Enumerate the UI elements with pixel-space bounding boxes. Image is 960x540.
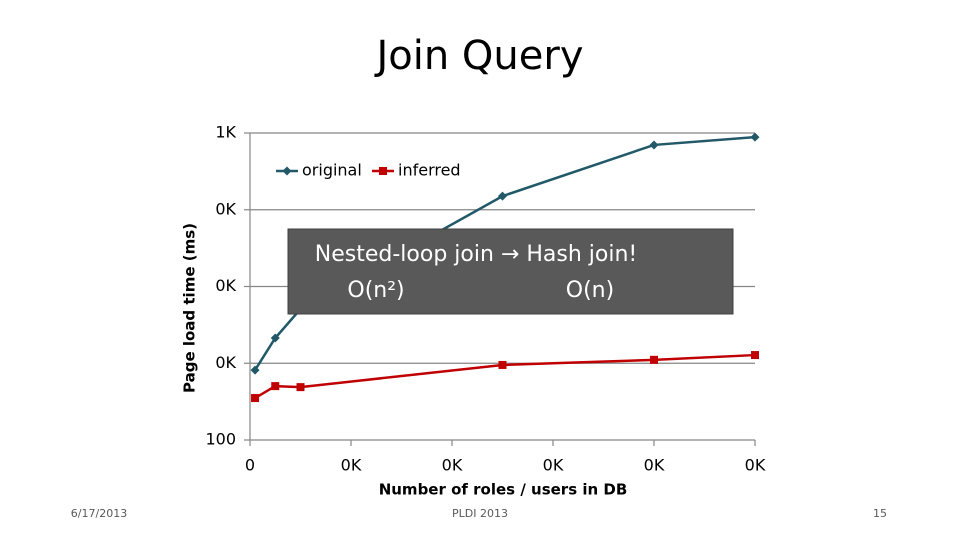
- data-point: [649, 140, 659, 150]
- y-axis-label: Page load time (ms): [181, 223, 199, 393]
- slide-title: Join Query: [373, 33, 583, 79]
- x-tick-label: 0K: [644, 456, 665, 475]
- data-point: [751, 351, 759, 360]
- data-point: [296, 383, 305, 392]
- data-point: [250, 365, 260, 375]
- annotation: Nested-loop join → Hash join! O(n²) O(n): [287, 228, 734, 315]
- data-point: [270, 333, 280, 343]
- y-tick-label: 100: [205, 430, 236, 449]
- x-axis-label: Number of roles / users in DB: [379, 481, 628, 499]
- y-tick-label: 1K: [215, 123, 236, 142]
- data-point: [251, 394, 260, 403]
- legend-marker: [379, 167, 387, 175]
- y-tick-label: 0K: [215, 199, 236, 218]
- x-tick-label: 0K: [745, 456, 766, 475]
- slide-footer: PLDI 2013: [452, 507, 508, 520]
- x-tick-label: 0K: [442, 456, 463, 475]
- x-tick-label: 0K: [341, 456, 362, 475]
- slide-number: 15: [873, 507, 887, 520]
- data-point: [750, 132, 760, 142]
- series: inferred: [251, 161, 759, 403]
- annotation-box: [287, 228, 734, 315]
- legend-label: inferred: [398, 161, 461, 180]
- data-point: [650, 355, 658, 364]
- annotation-text: Nested-loop join → Hash join!: [315, 242, 637, 267]
- annotation-text: O(n): [566, 278, 614, 303]
- legend-marker: [282, 166, 292, 176]
- data-point: [498, 191, 507, 201]
- x-tick-label: 0: [245, 456, 255, 475]
- slide-date: 6/17/2013: [71, 507, 127, 520]
- data-point: [498, 360, 507, 369]
- legend-label: original: [302, 161, 362, 180]
- y-tick-label: 0K: [215, 276, 236, 295]
- x-tick-label: 0K: [543, 456, 564, 475]
- y-tick-label: 0K: [215, 353, 236, 372]
- plot: 100 0K 0K 0K 1K 0 0K 0K 0K 0K 0K original inferred: [205, 123, 765, 475]
- annotation-text: O(n²): [347, 278, 404, 303]
- data-point: [271, 382, 280, 391]
